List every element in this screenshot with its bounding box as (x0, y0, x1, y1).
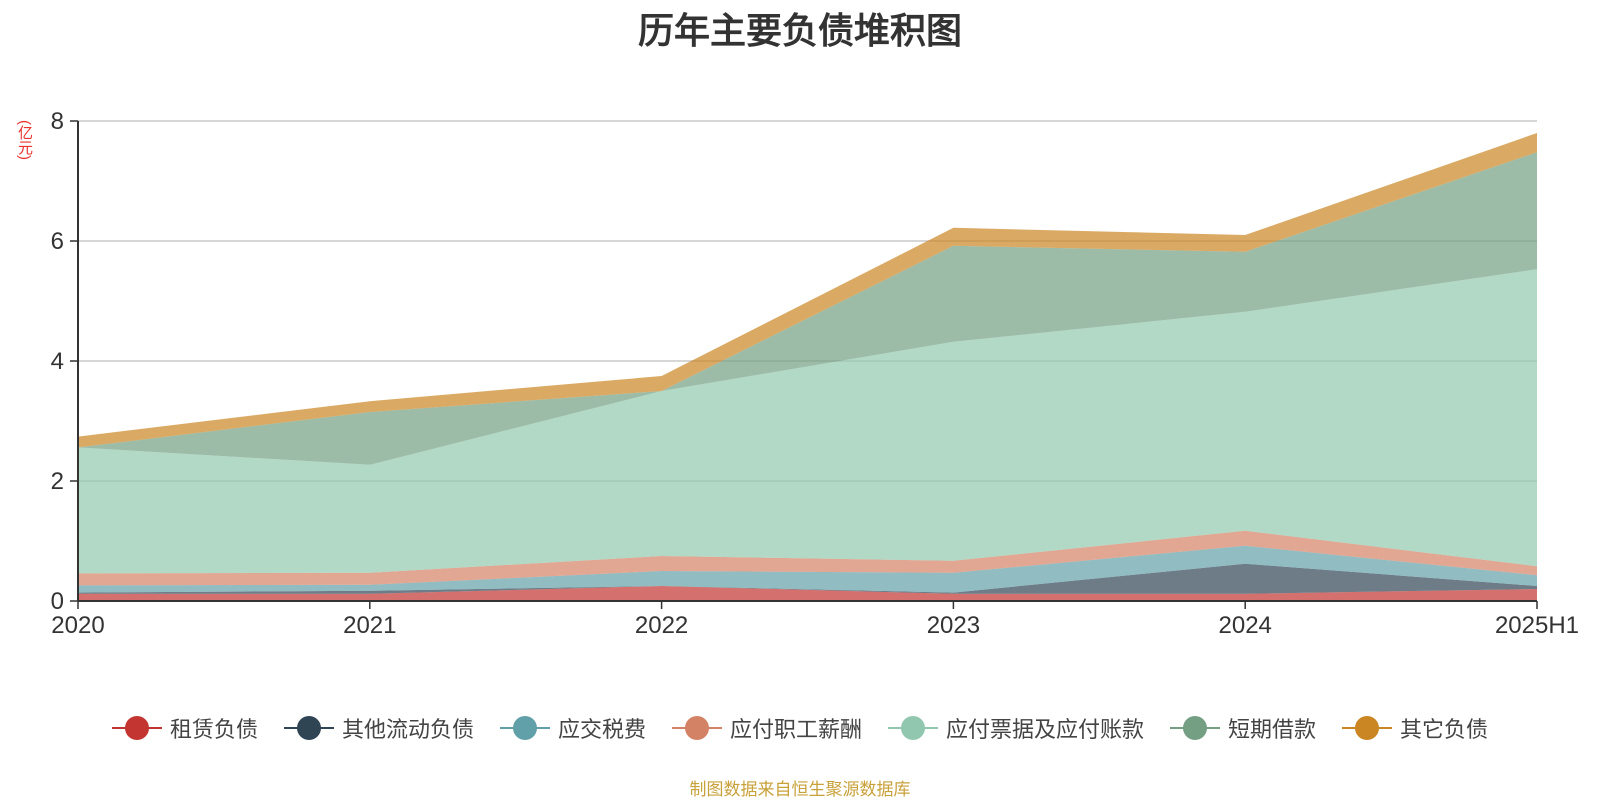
x-tick-label: 2023 (927, 612, 980, 639)
legend-label: 应付职工薪酬 (729, 717, 862, 742)
x-tick-label: 2022 (635, 612, 688, 639)
y-tick-label: 0 (51, 588, 64, 615)
y-tick-label: 8 (51, 108, 64, 135)
y-tick-label: 2 (51, 468, 64, 495)
legend: 租赁负债 其他流动负债 应交税费 应付职工薪酬 应付票据及应付账款 短期借款 其它负债 (0, 712, 1600, 744)
legend-marker-icon (1342, 716, 1393, 740)
legend-label: 应交税费 (557, 717, 646, 742)
stacked-area-chart: 0 2 4 6 8 2020 2021 2022 2023 2024 2025H1 (51, 108, 1579, 639)
x-tick-label: 2020 (51, 612, 104, 639)
x-tick-label: 2024 (1219, 612, 1272, 639)
legend-label: 短期借款 (1228, 717, 1317, 742)
x-tick-label: 2021 (343, 612, 396, 639)
area-series-5 (78, 152, 1537, 465)
legend-label: 其它负债 (1400, 717, 1489, 742)
legend-item[interactable]: 其它负债 (1342, 712, 1488, 744)
legend-label: 租赁负债 (169, 717, 258, 742)
legend-item[interactable]: 其他流动负债 (283, 712, 474, 744)
area-series-2 (78, 545, 1537, 593)
axis-layer: 0 2 4 6 8 2020 2021 2022 2023 2024 2025H1 (51, 108, 1579, 639)
legend-item[interactable]: 应付票据及应付账款 (888, 712, 1144, 744)
area-layer (78, 133, 1537, 601)
legend-marker-icon (111, 716, 162, 740)
legend-label: 应付票据及应付账款 (946, 717, 1145, 742)
legend-marker-icon (283, 716, 334, 740)
y-tick-label: 6 (51, 228, 64, 255)
legend-marker-icon (671, 716, 722, 740)
area-series-0 (78, 586, 1537, 601)
legend-marker-icon (1170, 716, 1221, 740)
x-tick-label: 2025H1 (1495, 612, 1579, 639)
y-tick-label: 4 (51, 348, 64, 375)
chart-title: 历年主要负债堆积图 (637, 10, 962, 51)
legend-marker-icon (888, 716, 938, 740)
legend-item[interactable]: 租赁负债 (111, 712, 258, 744)
area-series-3 (78, 530, 1537, 586)
legend-marker-icon (499, 716, 550, 740)
legend-item[interactable]: 应交税费 (499, 712, 646, 744)
legend-item[interactable]: 应付职工薪酬 (671, 712, 862, 744)
y-axis-unit-label: (亿元) (16, 120, 33, 160)
legend-item[interactable]: 短期借款 (1170, 712, 1316, 744)
area-series-4 (78, 269, 1537, 574)
data-source-note: 制图数据来自恒生聚源数据库 (689, 780, 911, 799)
area-series-1 (78, 563, 1537, 594)
legend-label: 其他流动负债 (341, 717, 474, 742)
